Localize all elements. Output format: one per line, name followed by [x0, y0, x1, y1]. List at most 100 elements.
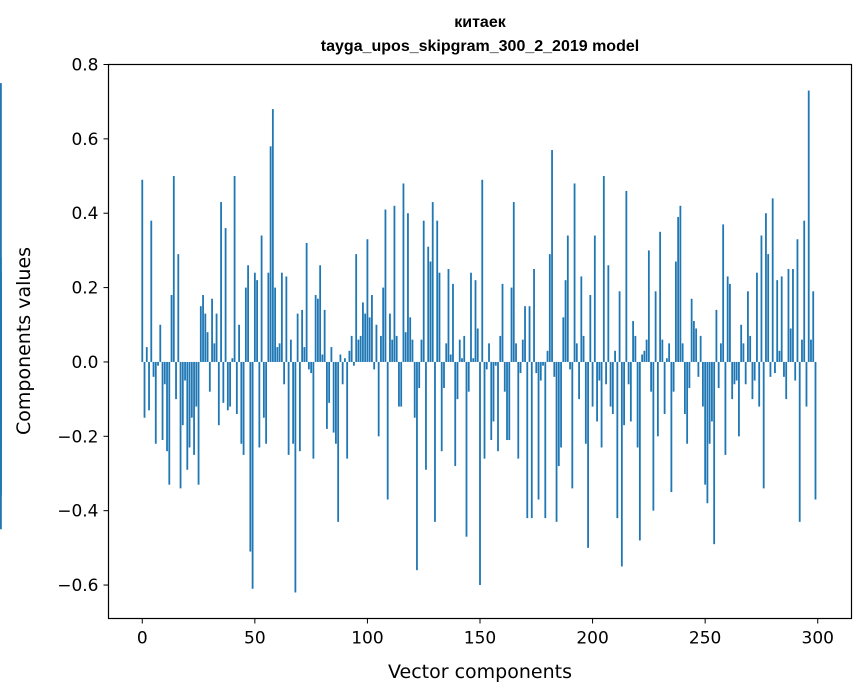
bar-10 — [163, 361, 166, 385]
bar-270 — [749, 335, 752, 362]
bar-157 — [494, 361, 497, 366]
x-tick-label: 300 — [802, 629, 834, 649]
bar-27 — [202, 295, 204, 362]
bar-237 — [674, 261, 677, 362]
bar-161 — [503, 361, 506, 392]
bar-94 — [353, 361, 355, 366]
bar-115 — [400, 361, 403, 407]
bar-256 — [717, 361, 720, 388]
bar-152 — [483, 361, 486, 459]
bar-66 — [289, 339, 292, 362]
bar-11 — [166, 361, 168, 452]
bar-295 — [805, 361, 808, 407]
bar-146 — [470, 272, 472, 362]
bar-49 — [251, 361, 254, 589]
bar-57 — [269, 146, 272, 362]
bar-297 — [810, 339, 812, 362]
bar-129 — [431, 202, 434, 362]
bar-182 — [551, 150, 553, 362]
bar-7 — [157, 361, 159, 366]
bar-264 — [735, 361, 738, 381]
bar-8 — [159, 324, 162, 362]
x-tick-label: 200 — [576, 629, 608, 649]
bar-75 — [310, 361, 313, 374]
bar-20 — [186, 361, 189, 470]
bar-51 — [256, 280, 258, 362]
bar-142 — [461, 358, 463, 362]
y-tick-label: −0.2 — [57, 427, 98, 447]
bar-151 — [481, 179, 484, 362]
bar-83 — [328, 361, 331, 403]
bar-92 — [348, 350, 351, 362]
bar-50 — [253, 272, 256, 362]
bar-61 — [278, 343, 281, 362]
bar-180 — [546, 350, 549, 362]
bar-42 — [235, 361, 238, 414]
bar-181 — [548, 254, 551, 362]
x-tick-label: 100 — [351, 629, 383, 649]
bar-30 — [208, 361, 211, 392]
bar-284 — [780, 276, 783, 362]
bar-134 — [443, 361, 445, 388]
bar-31 — [211, 298, 213, 362]
bar-299 — [814, 361, 817, 500]
bar-149 — [476, 328, 479, 362]
bar-70 — [298, 361, 301, 452]
bar-273 — [756, 272, 758, 362]
bar-119 — [409, 317, 412, 362]
bar-164 — [510, 287, 513, 362]
bar-292 — [798, 361, 801, 522]
bar-198 — [587, 361, 589, 548]
bar-148 — [474, 280, 477, 362]
bar-249 — [702, 361, 704, 407]
y-axis-ticks: −0.6 −0.4 −0.2 0.0 0.2 0.4 0.6 0.8 — [57, 56, 109, 596]
bar-155 — [490, 361, 493, 441]
bar-38 — [226, 361, 229, 411]
bar-91 — [346, 361, 349, 459]
bar-21 — [188, 361, 191, 448]
bar-211 — [616, 361, 619, 519]
bar-250 — [704, 361, 707, 485]
bar-9 — [161, 361, 164, 441]
y-tick-label: −0.4 — [57, 502, 98, 522]
bar-221 — [638, 361, 641, 541]
bar-205 — [602, 176, 605, 362]
bar-12 — [168, 361, 171, 485]
bar-251 — [706, 361, 709, 504]
bar-163 — [508, 361, 511, 441]
bar-117 — [404, 332, 407, 362]
bar-103 — [373, 361, 376, 370]
bar-275 — [760, 235, 763, 362]
bar-58 — [271, 109, 274, 362]
bar-72 — [303, 347, 306, 362]
plot-frame — [107, 63, 853, 620]
bar-204 — [600, 361, 603, 448]
bar-238 — [677, 216, 680, 362]
bar-291 — [796, 239, 799, 362]
bar-143 — [463, 335, 466, 362]
bar-105 — [377, 361, 380, 437]
bar-177 — [539, 361, 542, 381]
bar-197 — [584, 361, 587, 444]
bar-74 — [307, 361, 310, 370]
bar-213 — [620, 361, 623, 567]
bar-110 — [389, 313, 391, 362]
bar-26 — [199, 306, 202, 362]
bar-18 — [181, 361, 184, 426]
bar-220 — [636, 361, 639, 448]
bar-174 — [533, 269, 535, 362]
bar-216 — [627, 361, 630, 385]
bar-55 — [265, 361, 268, 444]
bar-56 — [267, 272, 270, 362]
x-tick-label: 0 — [137, 629, 148, 649]
y-tick-label: 0.8 — [71, 56, 98, 76]
bar-87 — [337, 361, 340, 522]
bar-67 — [292, 361, 295, 444]
bar-235 — [670, 361, 673, 493]
bar-296 — [807, 90, 810, 362]
bar-184 — [555, 361, 558, 522]
bar-285 — [783, 361, 785, 377]
bar-4 — [150, 220, 153, 362]
bar-127 — [427, 246, 430, 362]
y-tick-label: −0.6 — [57, 576, 98, 596]
